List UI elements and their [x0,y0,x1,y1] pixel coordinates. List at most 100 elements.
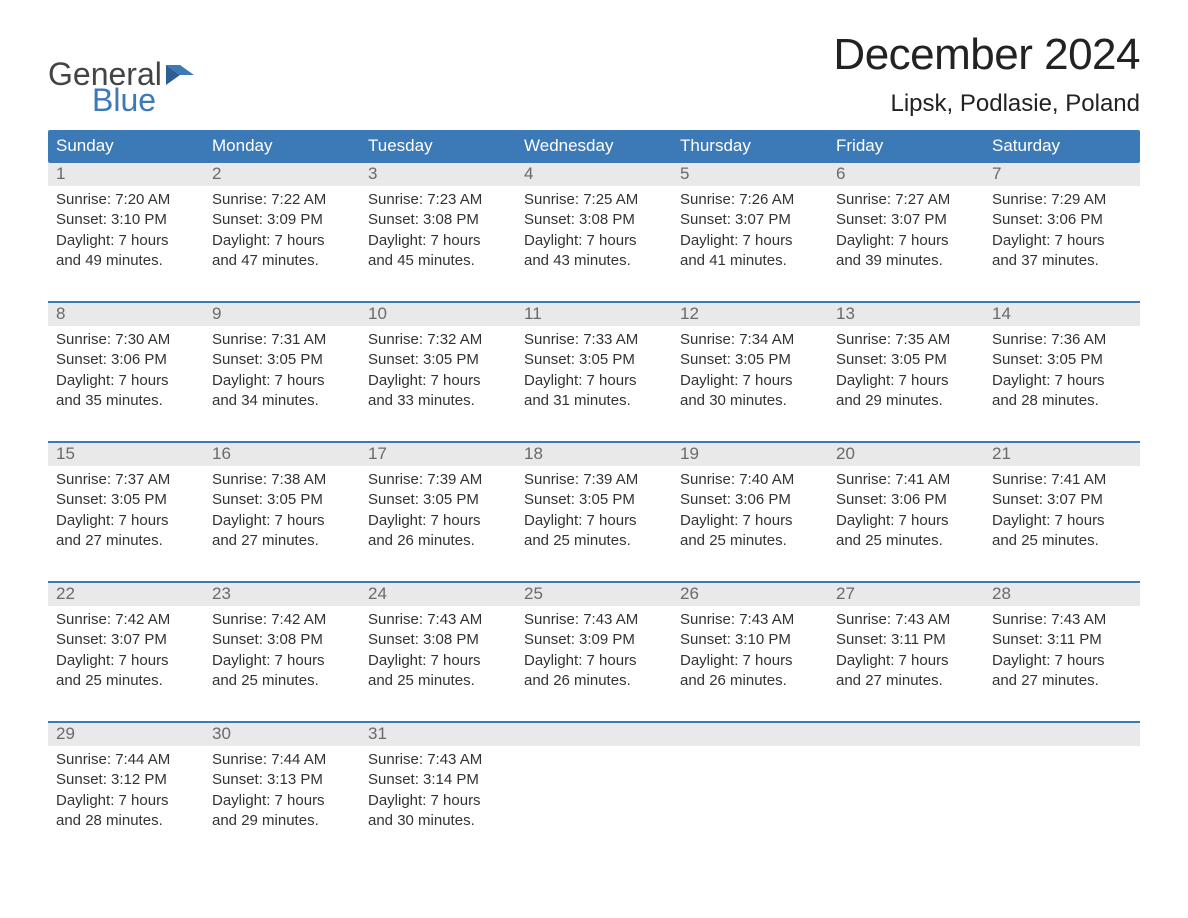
sunrise-text: Sunrise: 7:33 AM [524,330,664,350]
calendar-day: 17Sunrise: 7:39 AMSunset: 3:05 PMDayligh… [360,443,516,567]
daylight-line-1: Daylight: 7 hours [680,231,820,251]
daylight-line-1: Daylight: 7 hours [56,371,196,391]
day-number: 11 [524,304,542,323]
daylight-line-2: and 26 minutes. [524,671,664,691]
daylight-line-2: and 30 minutes. [368,811,508,831]
daylight-line-1: Daylight: 7 hours [212,371,352,391]
daylight-line-1: Daylight: 7 hours [56,651,196,671]
day-content: Sunrise: 7:43 AMSunset: 3:09 PMDaylight:… [524,606,664,691]
sunrise-text: Sunrise: 7:37 AM [56,470,196,490]
sunrise-text: Sunrise: 7:36 AM [992,330,1132,350]
day-number: 8 [56,304,65,323]
calendar-day: 26Sunrise: 7:43 AMSunset: 3:10 PMDayligh… [672,583,828,707]
day-number-row: 7 [984,163,1140,186]
calendar-day: 19Sunrise: 7:40 AMSunset: 3:06 PMDayligh… [672,443,828,567]
sunset-text: Sunset: 3:06 PM [836,490,976,510]
daylight-line-2: and 25 minutes. [212,671,352,691]
calendar-day: 18Sunrise: 7:39 AMSunset: 3:05 PMDayligh… [516,443,672,567]
day-of-week-header: Sunday Monday Tuesday Wednesday Thursday… [48,130,1140,163]
calendar-day: 24Sunrise: 7:43 AMSunset: 3:08 PMDayligh… [360,583,516,707]
day-content: Sunrise: 7:41 AMSunset: 3:06 PMDaylight:… [836,466,976,551]
day-number-row [672,723,828,746]
sunrise-text: Sunrise: 7:42 AM [212,610,352,630]
header-bar: General Blue December 2024 Lipsk, Podlas… [48,30,1140,118]
sunset-text: Sunset: 3:08 PM [368,210,508,230]
sunrise-text: Sunrise: 7:42 AM [56,610,196,630]
sunrise-text: Sunrise: 7:31 AM [212,330,352,350]
daylight-line-1: Daylight: 7 hours [212,511,352,531]
title-block: December 2024 Lipsk, Podlasie, Poland [833,30,1140,118]
day-number: 9 [212,304,221,323]
day-content: Sunrise: 7:41 AMSunset: 3:07 PMDaylight:… [992,466,1132,551]
sunrise-text: Sunrise: 7:43 AM [992,610,1132,630]
calendar-day: 25 Sunrise: 7:43 AMSunset: 3:09 PMDayligh… [516,583,672,707]
dow-monday: Monday [204,130,360,163]
day-number: 31 [368,724,387,743]
daylight-line-1: Daylight: 7 hours [368,231,508,251]
sunrise-text: Sunrise: 7:32 AM [368,330,508,350]
sunrise-text: Sunrise: 7:38 AM [212,470,352,490]
sunset-text: Sunset: 3:05 PM [680,350,820,370]
day-content: Sunrise: 7:37 AMSunset: 3:05 PMDaylight:… [56,466,196,551]
day-number-row: 22 [48,583,204,606]
daylight-line-1: Daylight: 7 hours [212,651,352,671]
daylight-line-1: Daylight: 7 hours [992,651,1132,671]
sunrise-text: Sunrise: 7:41 AM [836,470,976,490]
sunrise-text: Sunrise: 7:29 AM [992,190,1132,210]
calendar-day: 15 Sunrise: 7:37 AMSunset: 3:05 PMDayligh… [48,443,204,567]
sunset-text: Sunset: 3:05 PM [56,490,196,510]
sunset-text: Sunset: 3:11 PM [992,630,1132,650]
month-title: December 2024 [833,30,1140,80]
day-content: Sunrise: 7:43 AMSunset: 3:11 PMDaylight:… [992,606,1132,691]
sunrise-text: Sunrise: 7:44 AM [56,750,196,770]
sunrise-text: Sunrise: 7:23 AM [368,190,508,210]
daylight-line-1: Daylight: 7 hours [992,511,1132,531]
calendar-day [984,723,1140,847]
day-content: Sunrise: 7:25 AMSunset: 3:08 PMDaylight:… [524,186,664,271]
daylight-line-2: and 35 minutes. [56,391,196,411]
sunrise-text: Sunrise: 7:20 AM [56,190,196,210]
daylight-line-2: and 25 minutes. [992,531,1132,551]
day-number-row: 26 [672,583,828,606]
sunrise-text: Sunrise: 7:22 AM [212,190,352,210]
day-number-row: 11 [516,303,672,326]
day-number-row: 28 [984,583,1140,606]
calendar-day: 14Sunrise: 7:36 AMSunset: 3:05 PMDayligh… [984,303,1140,427]
calendar-day: 12Sunrise: 7:34 AMSunset: 3:05 PMDayligh… [672,303,828,427]
sunset-text: Sunset: 3:08 PM [368,630,508,650]
sunset-text: Sunset: 3:07 PM [992,490,1132,510]
day-content: Sunrise: 7:40 AMSunset: 3:06 PMDaylight:… [680,466,820,551]
day-content: Sunrise: 7:33 AMSunset: 3:05 PMDaylight:… [524,326,664,411]
calendar-day: 31Sunrise: 7:43 AMSunset: 3:14 PMDayligh… [360,723,516,847]
sunset-text: Sunset: 3:05 PM [368,490,508,510]
day-content: Sunrise: 7:39 AMSunset: 3:05 PMDaylight:… [368,466,508,551]
daylight-line-1: Daylight: 7 hours [524,651,664,671]
day-number: 25 [524,584,543,603]
day-number-row: 8 [48,303,204,326]
sunset-text: Sunset: 3:09 PM [212,210,352,230]
calendar-day: 27Sunrise: 7:43 AMSunset: 3:11 PMDayligh… [828,583,984,707]
day-number: 15 [56,444,75,463]
sunset-text: Sunset: 3:05 PM [992,350,1132,370]
daylight-line-2: and 29 minutes. [836,391,976,411]
sunset-text: Sunset: 3:11 PM [836,630,976,650]
daylight-line-2: and 37 minutes. [992,251,1132,271]
daylight-line-2: and 47 minutes. [212,251,352,271]
daylight-line-2: and 49 minutes. [56,251,196,271]
daylight-line-1: Daylight: 7 hours [836,511,976,531]
daylight-line-2: and 28 minutes. [56,811,196,831]
calendar-day: 29Sunrise: 7:44 AMSunset: 3:12 PMDayligh… [48,723,204,847]
day-number: 6 [836,164,845,183]
sunset-text: Sunset: 3:12 PM [56,770,196,790]
day-content: Sunrise: 7:36 AMSunset: 3:05 PMDaylight:… [992,326,1132,411]
sunrise-text: Sunrise: 7:43 AM [524,610,664,630]
sunrise-text: Sunrise: 7:34 AM [680,330,820,350]
daylight-line-2: and 25 minutes. [524,531,664,551]
daylight-line-1: Daylight: 7 hours [212,231,352,251]
calendar-day: 11 Sunrise: 7:33 AMSunset: 3:05 PMDayligh… [516,303,672,427]
calendar-day [672,723,828,847]
day-number-row: 29 [48,723,204,746]
sunset-text: Sunset: 3:09 PM [524,630,664,650]
sunrise-text: Sunrise: 7:43 AM [368,750,508,770]
calendar-day: 5Sunrise: 7:26 AMSunset: 3:07 PMDaylight… [672,163,828,287]
